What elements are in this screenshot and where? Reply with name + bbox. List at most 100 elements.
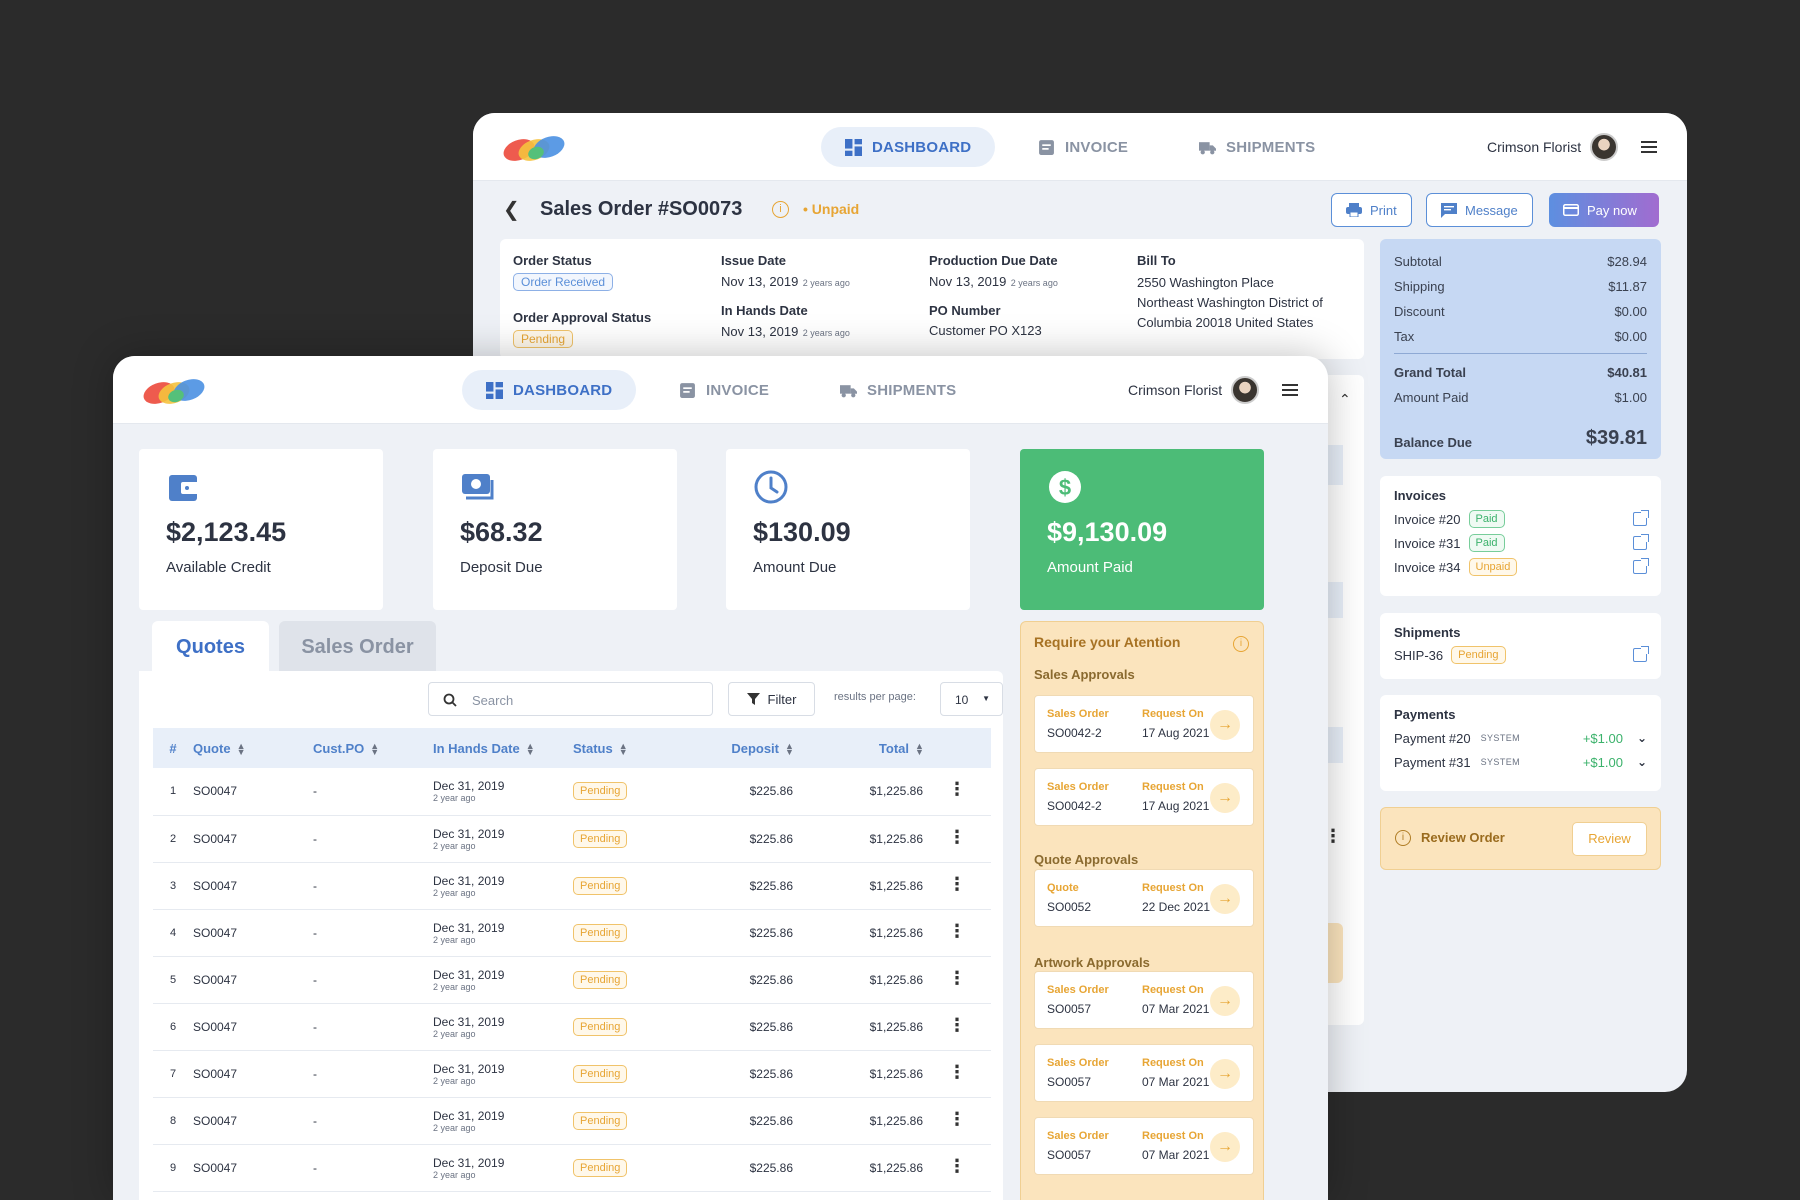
more-icon[interactable]: ⋮	[948, 1155, 966, 1176]
more-icon[interactable]: ⋮	[948, 920, 966, 941]
message-button[interactable]: Message	[1426, 193, 1533, 227]
more-icon[interactable]: ⋮	[948, 779, 966, 800]
col-deposit[interactable]: Deposit ▲ ▼	[693, 728, 794, 768]
nav-invoice[interactable]: INVOICE	[679, 370, 769, 410]
more-icon[interactable]: ⋮	[1324, 826, 1342, 846]
tab-quotes[interactable]: Quotes	[152, 621, 269, 673]
pay-now-button[interactable]: Pay now	[1549, 193, 1659, 227]
info-icon[interactable]: i	[772, 201, 789, 218]
nav-invoice[interactable]: INVOICE	[1038, 127, 1128, 167]
table-row[interactable]: 3 SO0047 - Dec 31, 2019 2 year ago Pendin…	[153, 862, 991, 909]
search-input[interactable]: Search	[428, 682, 713, 716]
table-row[interactable]: 8 SO0047 - Dec 31, 2019 2 year ago Pendin…	[153, 1097, 991, 1144]
col-total[interactable]: Total ▲ ▼	[793, 728, 924, 768]
stat-amount-due: $130.09 Amount Due	[726, 449, 970, 610]
sort-icon[interactable]: ▲ ▼	[785, 741, 794, 758]
col-status[interactable]: Status ▲ ▼	[573, 728, 693, 768]
review-button[interactable]: Review	[1572, 822, 1647, 856]
external-link-icon[interactable]	[1633, 510, 1649, 526]
summary-row: Discount $0.00	[1394, 299, 1647, 324]
sort-icon[interactable]: ▲ ▼	[236, 741, 246, 758]
approval-request-card[interactable]: Sales Order SO0042-2 Request On 17 Aug 2…	[1034, 768, 1254, 826]
info-icon[interactable]: i	[1233, 636, 1249, 652]
nav-dashboard[interactable]: DASHBOARD	[821, 127, 996, 167]
chevron-up-icon[interactable]: ⌃	[1339, 391, 1351, 407]
arrow-right-icon[interactable]: →	[1210, 986, 1240, 1016]
sort-icon[interactable]: ▲ ▼	[915, 741, 924, 758]
more-icon[interactable]: ⋮	[948, 826, 966, 847]
payment-row[interactable]: Payment #31 SYSTEM +$1.00 ⌄	[1394, 754, 1647, 770]
col-custpo[interactable]: Cust.PO ▲ ▼	[313, 728, 433, 768]
stat-caption: Available Credit	[166, 559, 271, 576]
approval-request-card[interactable]: Sales Order SO0057 Request On 07 Mar 202…	[1034, 1044, 1254, 1102]
invoice-icon	[680, 382, 695, 398]
table-row[interactable]: 6 SO0047 - Dec 31, 2019 2 year ago Pendin…	[153, 1003, 991, 1050]
sort-icon[interactable]: ▲ ▼	[525, 741, 535, 758]
cell-ago: 2 year ago	[433, 793, 476, 804]
money-icon	[462, 474, 494, 500]
tab-sales-order[interactable]: Sales Order	[279, 621, 436, 673]
cell-quote[interactable]: SO0047	[193, 972, 238, 987]
shipment-name[interactable]: SHIP-36	[1394, 647, 1444, 663]
more-icon[interactable]: ⋮	[948, 1014, 966, 1035]
cell-quote[interactable]: SO0047	[193, 1019, 238, 1034]
sort-icon[interactable]: ▲ ▼	[618, 741, 628, 758]
sort-icon[interactable]: ▲ ▼	[370, 741, 380, 758]
user-menu[interactable]: Crimson Florist	[1128, 376, 1299, 404]
dashboard-icon	[486, 381, 503, 399]
cell-quote[interactable]: SO0047	[193, 831, 238, 846]
table-row[interactable]: 2 SO0047 - Dec 31, 2019 2 year ago Pendin…	[153, 815, 991, 862]
arrow-right-icon[interactable]: →	[1210, 884, 1240, 914]
more-icon[interactable]: ⋮	[948, 873, 966, 894]
table-row[interactable]: 5 SO0047 - Dec 31, 2019 2 year ago Pendin…	[153, 956, 991, 1003]
arrow-right-icon[interactable]: →	[1210, 1132, 1240, 1162]
approval-request-card[interactable]: Sales Order SO0057 Request On 07 Mar 202…	[1034, 971, 1254, 1029]
print-button[interactable]: Print	[1331, 193, 1412, 227]
more-icon[interactable]: ⋮	[948, 1108, 966, 1129]
external-link-icon[interactable]	[1633, 534, 1649, 550]
external-link-icon[interactable]	[1633, 646, 1649, 662]
menu-icon[interactable]	[1641, 141, 1658, 153]
approval-request-card[interactable]: Sales Order SO0057 Request On 07 Mar 202…	[1034, 1117, 1254, 1175]
cell-quote[interactable]: SO0047	[193, 925, 238, 940]
cell-quote[interactable]: SO0047	[193, 784, 238, 799]
external-link-icon[interactable]	[1633, 558, 1649, 574]
invoice-name[interactable]: Invoice #20	[1394, 511, 1461, 527]
approval-request-card[interactable]: Quote SO0052 Request On 22 Dec 2021 →	[1034, 869, 1254, 927]
payment-amount: +$1.00	[1582, 730, 1623, 746]
table-row[interactable]: 1 SO0047 - Dec 31, 2019 2 year ago Pendin…	[153, 768, 991, 815]
back-arrow-icon[interactable]: ❮	[503, 199, 520, 221]
inhands-date-ago: 2 years ago	[802, 328, 850, 338]
table-row[interactable]: 4 SO0047 - Dec 31, 2019 2 year ago Pendin…	[153, 909, 991, 956]
chevron-down-icon[interactable]: ⌄	[1636, 755, 1647, 769]
cell-total: $1,225.86	[869, 831, 923, 846]
col-deposit-label: Deposit	[731, 740, 779, 756]
arrow-right-icon[interactable]: →	[1210, 710, 1240, 740]
cell-quote[interactable]: SO0047	[193, 1066, 238, 1081]
arrow-right-icon[interactable]: →	[1210, 1059, 1240, 1089]
invoice-name[interactable]: Invoice #31	[1394, 535, 1461, 551]
chevron-down-icon[interactable]: ⌄	[1636, 731, 1647, 745]
nav-shipments[interactable]: SHIPMENTS	[1199, 127, 1315, 167]
cell-quote[interactable]: SO0047	[193, 1113, 238, 1128]
col-quote[interactable]: Quote ▲ ▼	[193, 728, 313, 768]
more-icon[interactable]: ⋮	[948, 967, 966, 988]
more-icon[interactable]: ⋮	[948, 1061, 966, 1082]
cell-quote[interactable]: SO0047	[193, 878, 238, 893]
filter-button[interactable]: Filter	[728, 682, 815, 716]
table-row[interactable]: 9 SO0047 - Dec 31, 2019 2 year ago Pendin…	[153, 1144, 991, 1191]
user-menu[interactable]: Crimson Florist	[1487, 133, 1658, 161]
cell-status: Pending	[573, 1003, 693, 1050]
cell-quote[interactable]: SO0047	[193, 1160, 238, 1175]
cell-total: $1,225.86	[869, 878, 923, 893]
menu-icon[interactable]	[1282, 384, 1299, 396]
invoice-name[interactable]: Invoice #34	[1394, 559, 1461, 575]
nav-dashboard[interactable]: DASHBOARD	[462, 370, 637, 410]
col-inhands[interactable]: In Hands Date ▲ ▼	[433, 728, 573, 768]
arrow-right-icon[interactable]: →	[1210, 783, 1240, 813]
per-page-select[interactable]: 10 ▼	[940, 682, 1003, 716]
payment-row[interactable]: Payment #20 SYSTEM +$1.00 ⌄	[1394, 730, 1647, 746]
table-row[interactable]: 7 SO0047 - Dec 31, 2019 2 year ago Pendin…	[153, 1050, 991, 1097]
approval-request-card[interactable]: Sales Order SO0042-2 Request On 17 Aug 2…	[1034, 695, 1254, 753]
nav-shipments[interactable]: SHIPMENTS	[840, 370, 956, 410]
